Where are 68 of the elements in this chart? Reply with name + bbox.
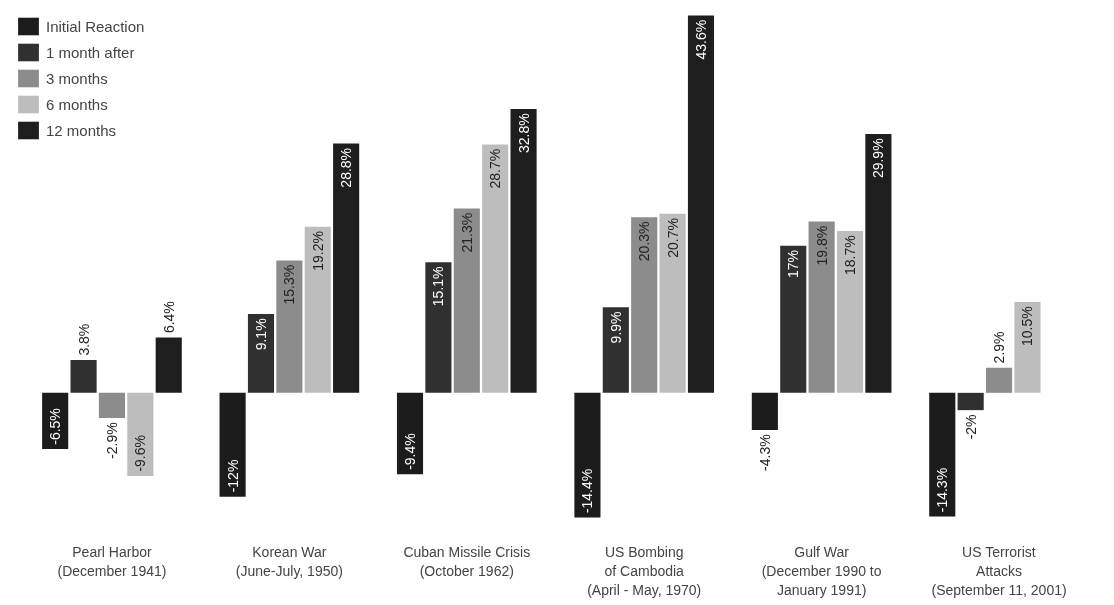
bar: [510, 109, 537, 393]
data-label: 28.8%: [338, 147, 355, 188]
x-tick-label: US Bombing of Cambodia (April - May, 1970): [587, 543, 702, 598]
bar: [333, 143, 360, 393]
data-label: 29.9%: [870, 138, 887, 179]
data-label: -2%: [962, 414, 979, 440]
bar: [957, 392, 984, 411]
data-label: 28.7%: [487, 148, 504, 189]
data-label: 43.6%: [692, 19, 709, 60]
x-tick-label: US Terrorist Attacks (September 11, 2001): [931, 543, 1067, 598]
bar: [808, 221, 835, 393]
data-label: 2.9%: [991, 331, 1008, 364]
data-label: 3.8%: [75, 323, 92, 356]
legend-label: 3 months: [46, 69, 108, 87]
data-label: -4.3%: [756, 434, 773, 471]
bar: [1014, 301, 1041, 393]
bar: [602, 307, 629, 393]
data-label: -9.6%: [132, 435, 149, 472]
legend-label: 12 months: [46, 121, 117, 139]
data-label: 19.2%: [309, 231, 326, 271]
x-tick-label: Pearl Harbor (December 1941): [57, 543, 167, 579]
data-label: 15.1%: [430, 266, 447, 307]
bar: [631, 217, 658, 393]
data-label: 20.3%: [636, 221, 653, 262]
data-label: 15.3%: [281, 264, 298, 305]
bar: [751, 392, 778, 431]
data-label: 9.1%: [252, 318, 269, 351]
bar: [865, 134, 892, 393]
data-label: 19.8%: [813, 225, 830, 266]
data-label: 6.4%: [160, 301, 177, 334]
legend-label: 6 months: [46, 95, 108, 113]
bar: [659, 213, 686, 393]
data-label: 32.8%: [515, 113, 532, 154]
data-label: -14.3%: [934, 467, 951, 513]
bar: [127, 392, 154, 476]
data-label: 17%: [785, 250, 802, 279]
bar: [453, 208, 480, 393]
data-label: -9.4%: [402, 433, 419, 470]
bar: [98, 392, 126, 418]
bar: [929, 392, 956, 517]
x-tick-label: Korean War (June-July, 1950): [235, 543, 343, 579]
legend-label: Initial Reaction: [46, 17, 145, 35]
bar: [155, 337, 182, 393]
legend-label: 1 month after: [46, 43, 135, 61]
bar: [574, 392, 601, 518]
x-tick-label: Gulf War (December 1990 to January 1991): [761, 543, 882, 598]
bar: [687, 15, 715, 393]
data-label: 18.7%: [842, 235, 859, 276]
bar: [780, 245, 807, 393]
bar: [396, 392, 424, 475]
bar: [482, 144, 509, 393]
bar: [247, 314, 275, 393]
bar: [276, 260, 303, 393]
bar: [219, 392, 246, 497]
data-label: 9.9%: [607, 311, 624, 344]
data-label: -2.9%: [103, 422, 120, 459]
bar: [836, 231, 864, 393]
data-label: -14.4%: [579, 468, 596, 514]
data-label: 20.7%: [664, 218, 681, 258]
data-label: -12%: [224, 459, 241, 493]
data-label: 10.5%: [1019, 306, 1036, 346]
bar: [985, 367, 1013, 393]
bar: [70, 359, 97, 393]
bar: [425, 262, 452, 393]
bar: [304, 226, 331, 393]
x-tick-label: Cuban Missile Crisis (October 1962): [403, 543, 531, 579]
data-label: 21.3%: [458, 212, 475, 253]
data-label: -6.5%: [47, 408, 64, 445]
